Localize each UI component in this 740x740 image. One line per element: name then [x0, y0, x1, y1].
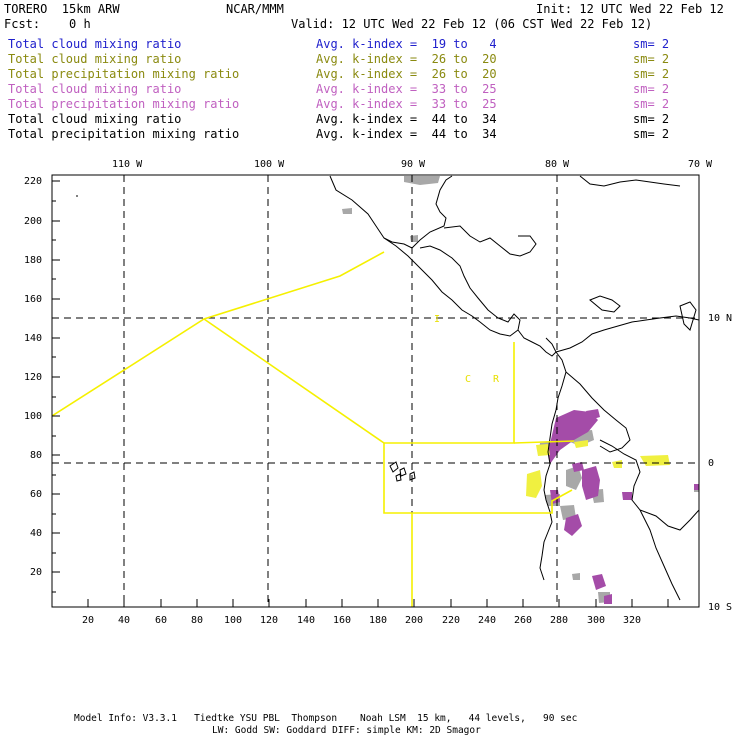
legend-sm: sm= 2	[633, 127, 670, 141]
x-tick-label: 100	[224, 615, 243, 626]
legend-sm: sm= 2	[633, 37, 670, 51]
x-tick-label: 260	[514, 615, 533, 626]
lon-label: 70 W	[688, 159, 713, 170]
x-tick-label: 300	[587, 615, 606, 626]
legend-sm: sm= 2	[633, 112, 670, 126]
legend-kindex: Avg. k-index = 33 to 25	[316, 97, 497, 111]
yellow-cloud-patches	[526, 440, 670, 498]
lat-label: 10 N	[708, 313, 733, 324]
bottom-ticks	[87, 599, 669, 607]
legend-kindex: Avg. k-index = 26 to 20	[316, 67, 497, 81]
init-time: Init: 12 UTC Wed 22 Feb 12	[536, 2, 724, 16]
x-tick-label: 120	[260, 615, 279, 626]
legend-field: Total cloud mixing ratio	[8, 82, 182, 96]
y-tick-label: 60	[30, 489, 43, 500]
lat-label: 10 S	[708, 602, 733, 613]
legend-field: Total precipitation mixing ratio	[8, 67, 240, 81]
legend-field: Total precipitation mixing ratio	[8, 127, 240, 141]
y-tick-label: 40	[30, 528, 43, 539]
y-tick-label: 140	[24, 333, 43, 344]
lon-label: 90 W	[401, 159, 426, 170]
x-tick-label: 240	[478, 615, 497, 626]
x-tick-label: 180	[369, 615, 388, 626]
x-tick-label: 60	[155, 615, 168, 626]
y-tick-label: 160	[24, 294, 43, 305]
legend-sm: sm= 2	[633, 52, 670, 66]
x-tick-label: 320	[623, 615, 642, 626]
top-ticks	[123, 175, 700, 180]
track-label-c: C	[465, 374, 472, 385]
legend-field: Total precipitation mixing ratio	[8, 97, 240, 111]
legend-sm: sm= 2	[633, 97, 670, 111]
model-info-line2: LW: Godd SW: Goddard DIFF: simple KM: 2D…	[212, 725, 481, 736]
legend-kindex: Avg. k-index = 44 to 34	[316, 127, 497, 141]
track-label-r: R	[493, 374, 500, 385]
legend-sm: sm= 2	[633, 67, 670, 81]
valid-time: Valid: 12 UTC Wed 22 Feb 12 (06 CST Wed …	[291, 17, 653, 31]
y-tick-label: 180	[24, 255, 43, 266]
graticule	[52, 175, 699, 607]
y-tick-label: 120	[24, 372, 43, 383]
model-title: TORERO 15km ARW	[4, 2, 120, 16]
y-tick-label: 100	[24, 411, 43, 422]
x-tick-label: 140	[297, 615, 316, 626]
model-info-line1: Model Info: V3.3.1 Tiedtke YSU PBL Thomp…	[74, 713, 578, 724]
org-label: NCAR/MMM	[226, 2, 284, 16]
map-frame	[51, 174, 700, 608]
gray-cloud-patches	[342, 176, 699, 603]
legend-kindex: Avg. k-index = 26 to 20	[316, 52, 497, 66]
x-tick-label: 200	[405, 615, 424, 626]
coastlines	[76, 175, 699, 601]
track-label-i: I	[434, 314, 441, 325]
legend-sm: sm= 2	[633, 82, 670, 96]
x-tick-label: 160	[333, 615, 352, 626]
x-tick-label: 20	[82, 615, 95, 626]
legend-kindex: Avg. k-index = 33 to 25	[316, 82, 497, 96]
lon-label: 100 W	[254, 159, 285, 170]
x-tick-label: 280	[550, 615, 569, 626]
lon-label: 110 W	[112, 159, 143, 170]
legend-kindex: Avg. k-index = 19 to 4	[316, 37, 497, 51]
lat-label: 0	[708, 458, 715, 469]
x-tick-label: 220	[442, 615, 461, 626]
x-tick-label: 40	[118, 615, 131, 626]
legend-kindex: Avg. k-index = 44 to 34	[316, 112, 497, 126]
left-ticks	[52, 180, 60, 593]
forecast-hour: Fcst: 0 h	[4, 17, 91, 31]
lon-label: 80 W	[545, 159, 570, 170]
y-tick-label: 220	[24, 176, 43, 187]
y-tick-label: 20	[30, 567, 43, 578]
y-tick-label: 200	[24, 216, 43, 227]
y-tick-label: 80	[30, 450, 43, 461]
x-tick-label: 80	[191, 615, 204, 626]
flight-tracks	[52, 251, 575, 607]
legend-field: Total cloud mixing ratio	[8, 52, 182, 66]
legend-field: Total cloud mixing ratio	[8, 112, 182, 126]
legend-field: Total cloud mixing ratio	[8, 37, 182, 51]
